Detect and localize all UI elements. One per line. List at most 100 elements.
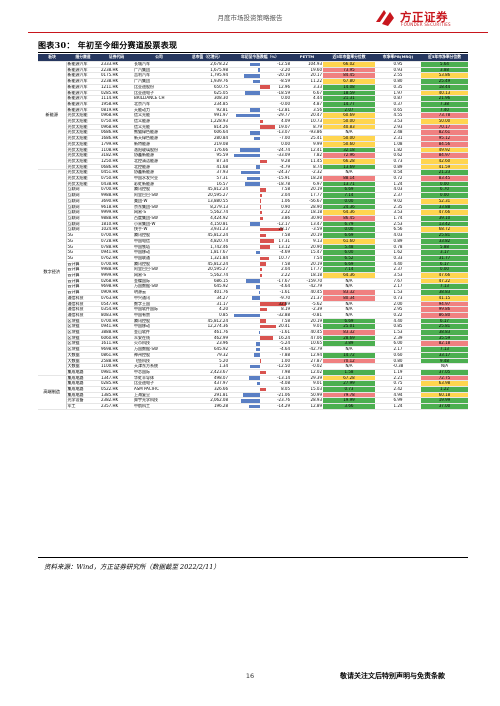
change-bar (260, 359, 261, 363)
table-cell: 0.93 (375, 67, 421, 74)
table-cell: N/A (323, 301, 375, 308)
table-cell: 99.86 (421, 306, 468, 313)
table-cell: 0.37 (375, 101, 421, 108)
table-cell: 9988.HK (100, 266, 133, 273)
table-row: 集成电路 0522.HK ASM PACIFIC 326.66 8.05 15.03 0.7… (38, 386, 468, 393)
table-cell: 82.18 (421, 340, 468, 348)
table-cell: 50.99 (291, 392, 323, 399)
table-cell: 7.38 (421, 101, 468, 108)
table-cell: 0700.HK (100, 318, 133, 325)
table-cell: 308.30 (185, 95, 229, 102)
table-cell: 3.17 (421, 249, 468, 256)
table-cell: 中国有赞 (133, 312, 185, 319)
table-cell: 4.40 (375, 318, 421, 325)
change-value: -18.78 (277, 181, 290, 186)
table-cell: -21.06 (229, 392, 291, 399)
change-bar (252, 296, 260, 300)
table-cell: BRILLIANCE CH (133, 95, 185, 102)
table-cell: 0.87 (375, 95, 421, 102)
table-row: 大数据 1100.HK 天津东方系统 1.34 -12.50 -0.02 N/A -0.38 N… (38, 363, 468, 370)
table-cell: 40.13 (421, 90, 468, 97)
table-cell: 10.77 (229, 255, 291, 262)
change-value: 8.19 (281, 306, 290, 312)
table-cell: 1.53 (375, 289, 421, 296)
table-cell: 33.17 (421, 352, 468, 359)
table-cell: 1250.HK (100, 158, 133, 165)
table-cell: 百度集团-SW (133, 215, 185, 222)
table-cell: 4,150.81 (185, 221, 229, 228)
table-cell: 66.28 (323, 158, 375, 165)
change-value: 7.58 (281, 261, 290, 266)
table-row: 5G 0728.HK 中国电信 4,820.74 17.31 9.13 61.60 0.89 3… (38, 238, 468, 245)
change-bar (255, 342, 260, 346)
table-cell: 2.04 (229, 266, 291, 273)
table-cell: 13,880.55 (185, 198, 229, 205)
table-cell: -4.64 (229, 283, 291, 291)
table-cell: 27.99 (323, 380, 375, 388)
table-cell: 83.45 (421, 175, 468, 182)
table-cell: -1.61 (229, 329, 291, 336)
table-cell: 中国软件国际 (133, 306, 185, 313)
table-cell: 19.99 (323, 397, 375, 405)
table-cell: 84.56 (421, 141, 468, 148)
change-value: 2.04 (281, 266, 290, 272)
table-cell: 18.28 (291, 175, 323, 182)
col-header: 近5年市盈率分位数 (323, 54, 375, 62)
table-cell: 0.89 (375, 164, 421, 171)
table-cell: N/A (323, 312, 375, 319)
table-cell: 3182.HK (100, 152, 133, 159)
change-value: 28.17 (278, 226, 290, 232)
table-cell: 信义光能 (133, 124, 185, 131)
table-cell: 68.72 (421, 226, 468, 234)
logo-mark-icon (376, 10, 394, 26)
table-cell: 45,812.24 (185, 186, 229, 194)
table-cell: 9.13 (291, 238, 323, 245)
table-cell: -8.59 (229, 78, 291, 85)
change-value: 20.41 (278, 323, 290, 329)
change-bar (248, 404, 260, 409)
change-value: 9.28 (281, 158, 290, 163)
table-cell: 0.60 (375, 352, 421, 359)
table-cell: 10.73 (291, 118, 323, 125)
table-row: 光学设备 2382.HK 舜宇光学科技 2,062.08 -23.76 28.93 19.9… (38, 397, 468, 405)
table-cell: 606.64 (185, 129, 229, 137)
table-cell: 0981.HK (100, 369, 133, 376)
table-row: 通信科技 0763.HK 中兴通讯 34.27 -9.70 21.37 80.34 0.73 4… (38, 295, 468, 302)
change-bar (256, 347, 260, 352)
table-cell: 1211.HK (100, 84, 133, 91)
table-cell: 53.86 (421, 72, 468, 80)
table-cell: 7.98 (229, 369, 291, 376)
table-cell: 50.60 (323, 141, 375, 148)
table-cell: 北控能源 (133, 164, 185, 171)
table-cell: 2,423.67 (185, 369, 229, 376)
table-cell: 信义光能 (133, 112, 185, 120)
table-cell: 1810.HK (100, 221, 133, 228)
table-cell: 4.87 (291, 101, 323, 108)
table-cell: 新能源汽车 (66, 78, 100, 85)
table-cell: 0.80 (375, 78, 421, 85)
change-bar (260, 324, 277, 329)
table-cell: 4.44 (291, 95, 323, 102)
table-body: 新能源 新能源汽车 2333.HK 长城汽车 2,678.22 -12.58 104.93 6… (38, 61, 468, 410)
table-row: 军工 2357.HK 中航科工 196.28 -14.29 12.89 3.66 1.24 37… (38, 403, 468, 410)
table-cell: 光伏太阳能 (66, 169, 100, 177)
table-cell: 83.32 (323, 289, 375, 296)
table-cell: 32.18 (323, 147, 375, 154)
table-row: 新能源汽车 1958.HK 北京汽车 234.85 -0.00 4.87 14.77 0.37… (38, 101, 468, 108)
table-cell: 28.69 (323, 335, 375, 342)
change-value: 7.58 (281, 186, 290, 192)
header-divider (28, 32, 488, 33)
change-bar (233, 153, 260, 158)
table-cell: 0522.HK (100, 386, 133, 393)
table-cell: 光伏太阳能 (66, 129, 100, 137)
table-cell: ASM PACIFIC (133, 386, 185, 393)
table-cell: 光伏太阳能 (66, 141, 100, 148)
table-cell: 20.19 (291, 261, 323, 268)
table-cell: 9999.HK (100, 272, 133, 279)
table-cell: 广汽集团 (133, 67, 185, 74)
table-cell: 光伏太阳能 (66, 164, 100, 171)
table-cell: 1.62 (375, 249, 421, 256)
table-cell: 18.18 (291, 209, 323, 216)
table-cell: 34.27 (185, 295, 229, 302)
table-row: 光伏太阳能 0968.HK 信义光能 814.26 19.07 8.79 40.83 2.93… (38, 124, 468, 131)
